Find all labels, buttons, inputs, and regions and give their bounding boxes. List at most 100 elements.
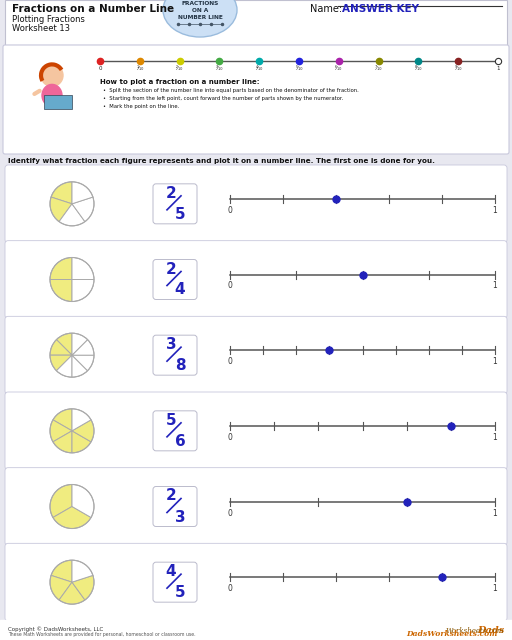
Wedge shape [72, 280, 94, 301]
Text: Worksheet 13: Worksheet 13 [12, 24, 70, 33]
Wedge shape [51, 182, 72, 204]
Text: 4: 4 [175, 282, 185, 298]
Ellipse shape [42, 84, 62, 106]
Wedge shape [72, 257, 94, 280]
Wedge shape [72, 182, 93, 204]
Text: ¹⁄₁₀: ¹⁄₁₀ [136, 66, 143, 71]
Text: Fractions on a Number Line: Fractions on a Number Line [12, 4, 174, 14]
Text: 6: 6 [175, 434, 185, 449]
Wedge shape [72, 420, 94, 442]
Text: 0: 0 [227, 433, 232, 442]
Wedge shape [72, 560, 93, 582]
Text: 4: 4 [166, 564, 176, 579]
Wedge shape [72, 431, 91, 453]
Text: ⁸⁄₁₀: ⁸⁄₁₀ [415, 66, 422, 71]
Wedge shape [72, 197, 94, 221]
Ellipse shape [164, 0, 236, 36]
Wedge shape [50, 340, 72, 355]
FancyBboxPatch shape [5, 543, 507, 621]
Text: Name:: Name: [310, 4, 342, 14]
Text: 3: 3 [166, 337, 176, 352]
Text: These Math Worksheets are provided for personal, homeschool or classroom use.: These Math Worksheets are provided for p… [8, 632, 196, 637]
Bar [5, 0, 507, 45]
Wedge shape [59, 204, 85, 226]
Wedge shape [72, 355, 88, 377]
Text: 0: 0 [227, 357, 232, 366]
Wedge shape [53, 409, 72, 431]
Text: •  Split the section of the number line into equal parts based on the denominato: • Split the section of the number line i… [103, 88, 359, 93]
FancyBboxPatch shape [153, 335, 197, 375]
Wedge shape [72, 409, 91, 431]
Wedge shape [72, 340, 94, 355]
Text: ⁴⁄₁₀: ⁴⁄₁₀ [255, 66, 263, 71]
Wedge shape [56, 333, 72, 355]
Wedge shape [50, 197, 72, 221]
Text: NUMBER LINE: NUMBER LINE [178, 15, 222, 20]
Wedge shape [50, 257, 72, 280]
Wedge shape [72, 355, 94, 371]
FancyBboxPatch shape [153, 486, 197, 527]
Text: Dads: Dads [477, 626, 504, 635]
Text: 0: 0 [227, 282, 232, 291]
Text: 2: 2 [165, 262, 176, 276]
FancyBboxPatch shape [153, 184, 197, 224]
Wedge shape [72, 333, 88, 355]
Text: FRACTIONS: FRACTIONS [181, 1, 219, 6]
Text: •  Mark the point on the line.: • Mark the point on the line. [103, 104, 179, 109]
Bar [44, 95, 72, 109]
FancyBboxPatch shape [153, 259, 197, 300]
Text: Worksheets.com: Worksheets.com [445, 627, 504, 635]
FancyBboxPatch shape [5, 241, 507, 318]
FancyBboxPatch shape [153, 562, 197, 602]
Wedge shape [50, 420, 72, 442]
Bar [0, 620, 512, 640]
Text: 1: 1 [493, 584, 497, 593]
Wedge shape [50, 280, 72, 301]
Wedge shape [56, 355, 72, 377]
Wedge shape [50, 484, 72, 518]
FancyArrowPatch shape [34, 91, 39, 94]
Text: 1: 1 [493, 206, 497, 215]
Text: ³⁄₁₀: ³⁄₁₀ [216, 66, 223, 71]
Text: 3: 3 [175, 509, 185, 525]
Wedge shape [72, 484, 94, 518]
Text: 2: 2 [165, 186, 176, 201]
Wedge shape [59, 582, 85, 604]
Text: DadsWorksheets.com: DadsWorksheets.com [407, 630, 498, 638]
Text: 5: 5 [175, 207, 185, 222]
Wedge shape [50, 575, 72, 600]
FancyBboxPatch shape [5, 392, 507, 470]
Text: ⁹⁄₁₀: ⁹⁄₁₀ [455, 66, 462, 71]
Text: 0: 0 [227, 206, 232, 215]
Text: ON A: ON A [192, 8, 208, 13]
Text: 0: 0 [227, 509, 232, 518]
Circle shape [41, 65, 63, 86]
Text: 8: 8 [175, 358, 185, 373]
FancyBboxPatch shape [153, 411, 197, 451]
Text: How to plot a fraction on a number line:: How to plot a fraction on a number line: [100, 79, 260, 85]
Text: 2: 2 [165, 488, 176, 504]
Text: 1: 1 [493, 357, 497, 366]
Wedge shape [72, 575, 94, 600]
Text: Plotting Fractions: Plotting Fractions [12, 15, 85, 24]
Text: ⁷⁄₁₀: ⁷⁄₁₀ [375, 66, 382, 71]
FancyBboxPatch shape [5, 316, 507, 394]
Text: 1: 1 [496, 66, 500, 71]
Text: 1: 1 [493, 282, 497, 291]
Text: Copyright © DadsWorksheets, LLC: Copyright © DadsWorksheets, LLC [8, 626, 103, 632]
Text: 1: 1 [493, 433, 497, 442]
FancyBboxPatch shape [5, 165, 507, 243]
FancyBboxPatch shape [3, 45, 509, 154]
Text: ⁵⁄₁₀: ⁵⁄₁₀ [295, 66, 303, 71]
Text: 1: 1 [493, 509, 497, 518]
Text: ²⁄₁₀: ²⁄₁₀ [176, 66, 183, 71]
Wedge shape [53, 431, 72, 453]
Text: 5: 5 [175, 585, 185, 600]
Text: Identify what fraction each figure represents and plot it on a number line. The : Identify what fraction each figure repre… [8, 158, 435, 164]
Text: 0: 0 [98, 66, 102, 71]
Text: 5: 5 [166, 413, 176, 428]
Text: ⁶⁄₁₀: ⁶⁄₁₀ [335, 66, 343, 71]
Wedge shape [53, 506, 91, 529]
Text: 0: 0 [227, 584, 232, 593]
Text: ANSWER KEY: ANSWER KEY [342, 4, 419, 14]
